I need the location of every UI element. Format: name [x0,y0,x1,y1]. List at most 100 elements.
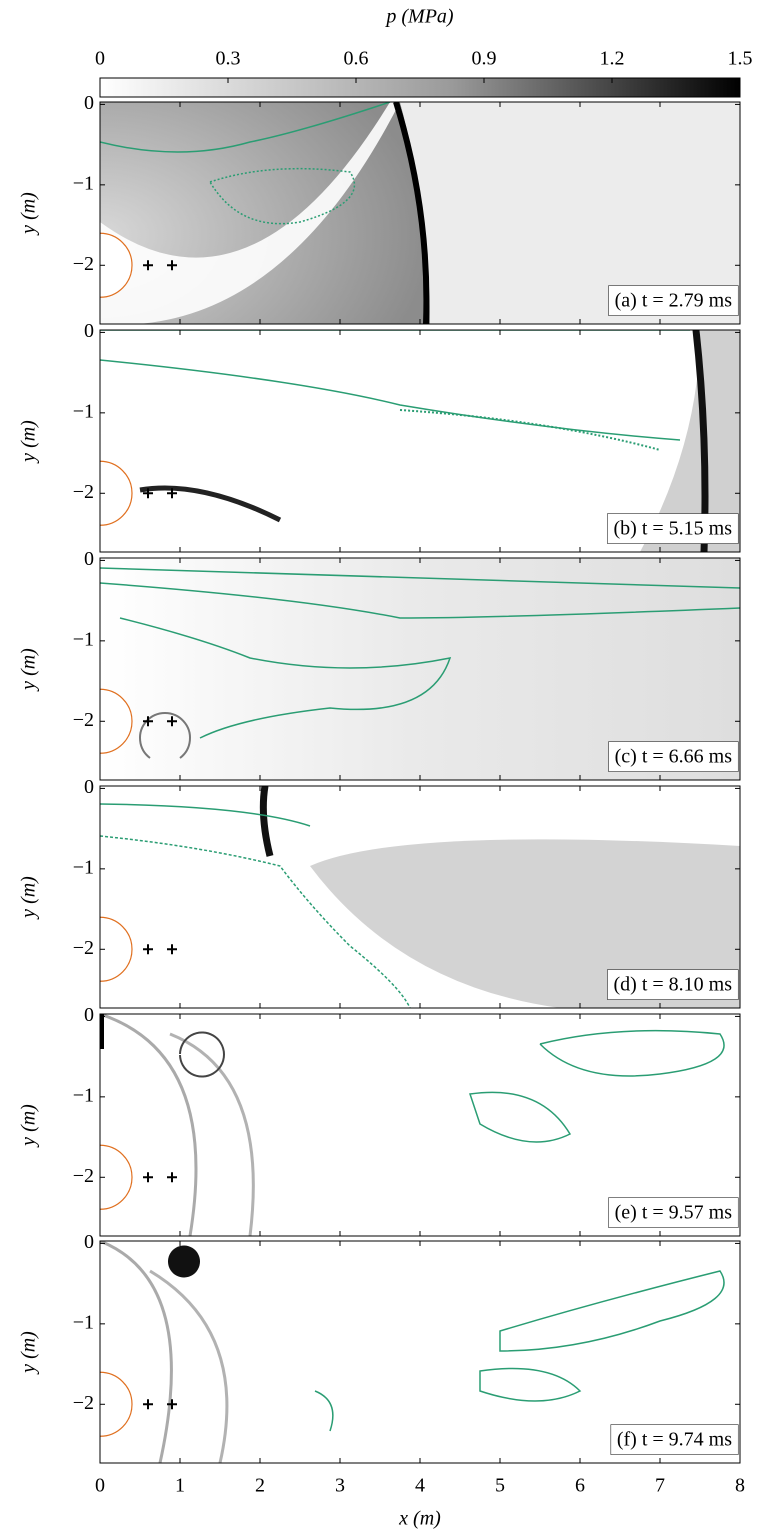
y-tick-label: −2 [73,1392,94,1414]
y-tick-label: −1 [73,1084,94,1106]
panel-title-box [607,969,739,1000]
field-feature [169,1032,255,1236]
panel-title-box [608,741,739,772]
gauge-marker [143,1399,153,1410]
field-feature [469,1091,572,1143]
y-axis-label: y (m) [18,1104,40,1148]
y-axis-label: y (m) [18,192,40,236]
y-tick-label: −1 [73,400,94,422]
colorbar-tick-label: 1.5 [728,48,753,70]
field-feature [139,485,282,523]
field-feature [640,330,740,552]
panel-title: (f) t = 9.74 ms [617,1429,732,1451]
field-feature [100,102,391,153]
charge-circle [100,1371,133,1437]
y-tick-label: −2 [73,937,94,959]
field-feature [539,1029,725,1077]
y-axis-label: y (m) [18,876,40,920]
y-axis-label: y (m) [18,1331,40,1375]
field [100,330,740,552]
field-feature [149,1269,229,1463]
gauge-marker [143,1172,153,1183]
field-feature [314,1390,334,1432]
field-feature [179,1031,225,1078]
y-tick-label: −2 [73,481,94,503]
y-tick-label: 0 [84,1231,94,1253]
field [100,102,740,324]
x-axis-label: x (m) [398,1508,441,1530]
y-tick-label: −1 [73,856,94,878]
y-tick-label: 0 [84,92,94,114]
field-feature [100,567,740,589]
colorbar [99,77,741,98]
charge-circle [100,460,133,526]
gauge-marker [143,944,153,955]
field-feature [100,1014,198,1236]
field-feature [100,803,311,827]
field-feature [100,359,681,441]
field [100,1014,725,1236]
colorbar-label: p (MPa) [384,6,454,28]
field [100,558,740,780]
x-tick-label: 6 [575,1475,585,1497]
field-feature [139,712,191,759]
gauge-marker [167,1399,177,1410]
field-feature [310,839,740,1008]
y-axis-label: y (m) [18,648,40,692]
field-feature [100,1241,173,1463]
field-feature [119,617,452,739]
field [100,1241,725,1463]
x-tick-label: 2 [255,1475,265,1497]
gauge-marker [143,488,153,499]
panel-title-box [608,285,739,316]
y-tick-label: −2 [73,1165,94,1187]
colorbar-tick-label: 0 [95,48,105,70]
charge-circle [100,1144,133,1210]
field-feature [100,582,740,619]
field [100,786,740,1008]
gauge-marker [167,488,177,499]
panel-title: (b) t = 5.15 ms [614,518,733,540]
charge-circle [100,916,133,982]
field-feature [479,1367,582,1402]
gauge-marker [143,260,153,271]
field-feature [400,102,740,324]
x-tick-label: 1 [175,1475,185,1497]
gauge-marker [167,260,177,271]
y-axis-label: y (m) [18,420,40,464]
y-tick-label: 0 [84,776,94,798]
field-feature [100,102,400,324]
field-feature [259,786,274,857]
colorbar-tick-label: 1.2 [600,48,625,70]
panel-title-box [608,1197,739,1228]
y-tick-label: −2 [73,253,94,275]
y-tick-label: 0 [84,1004,94,1026]
y-tick-label: −2 [73,709,94,731]
gauge-marker [143,716,153,727]
field-feature [499,1270,725,1352]
x-tick-label: 7 [655,1475,665,1497]
y-tick-label: −1 [73,172,94,194]
field-feature [393,102,430,324]
x-tick-label: 8 [735,1475,745,1497]
y-tick-label: −1 [73,1311,94,1333]
panel-title: (e) t = 9.57 ms [615,1202,733,1224]
y-tick-label: −1 [73,628,94,650]
field-feature [399,409,661,451]
y-tick-label: 0 [84,320,94,342]
panel-title: (c) t = 6.66 ms [615,746,733,768]
colorbar-tick-label: 0.3 [216,48,241,70]
field-feature [100,835,411,1008]
colorbar-tick-label: 0.9 [472,48,497,70]
charge-circle [100,232,133,298]
gauge-marker [167,1172,177,1183]
field-feature [168,1245,200,1278]
x-tick-label: 5 [495,1475,505,1497]
field-feature [209,167,356,225]
y-tick-label: 0 [84,548,94,570]
x-tick-label: 4 [415,1475,425,1497]
x-tick-label: 3 [335,1475,345,1497]
panel-title: (d) t = 8.10 ms [614,974,733,996]
colorbar-tick-label: 0.6 [344,48,369,70]
